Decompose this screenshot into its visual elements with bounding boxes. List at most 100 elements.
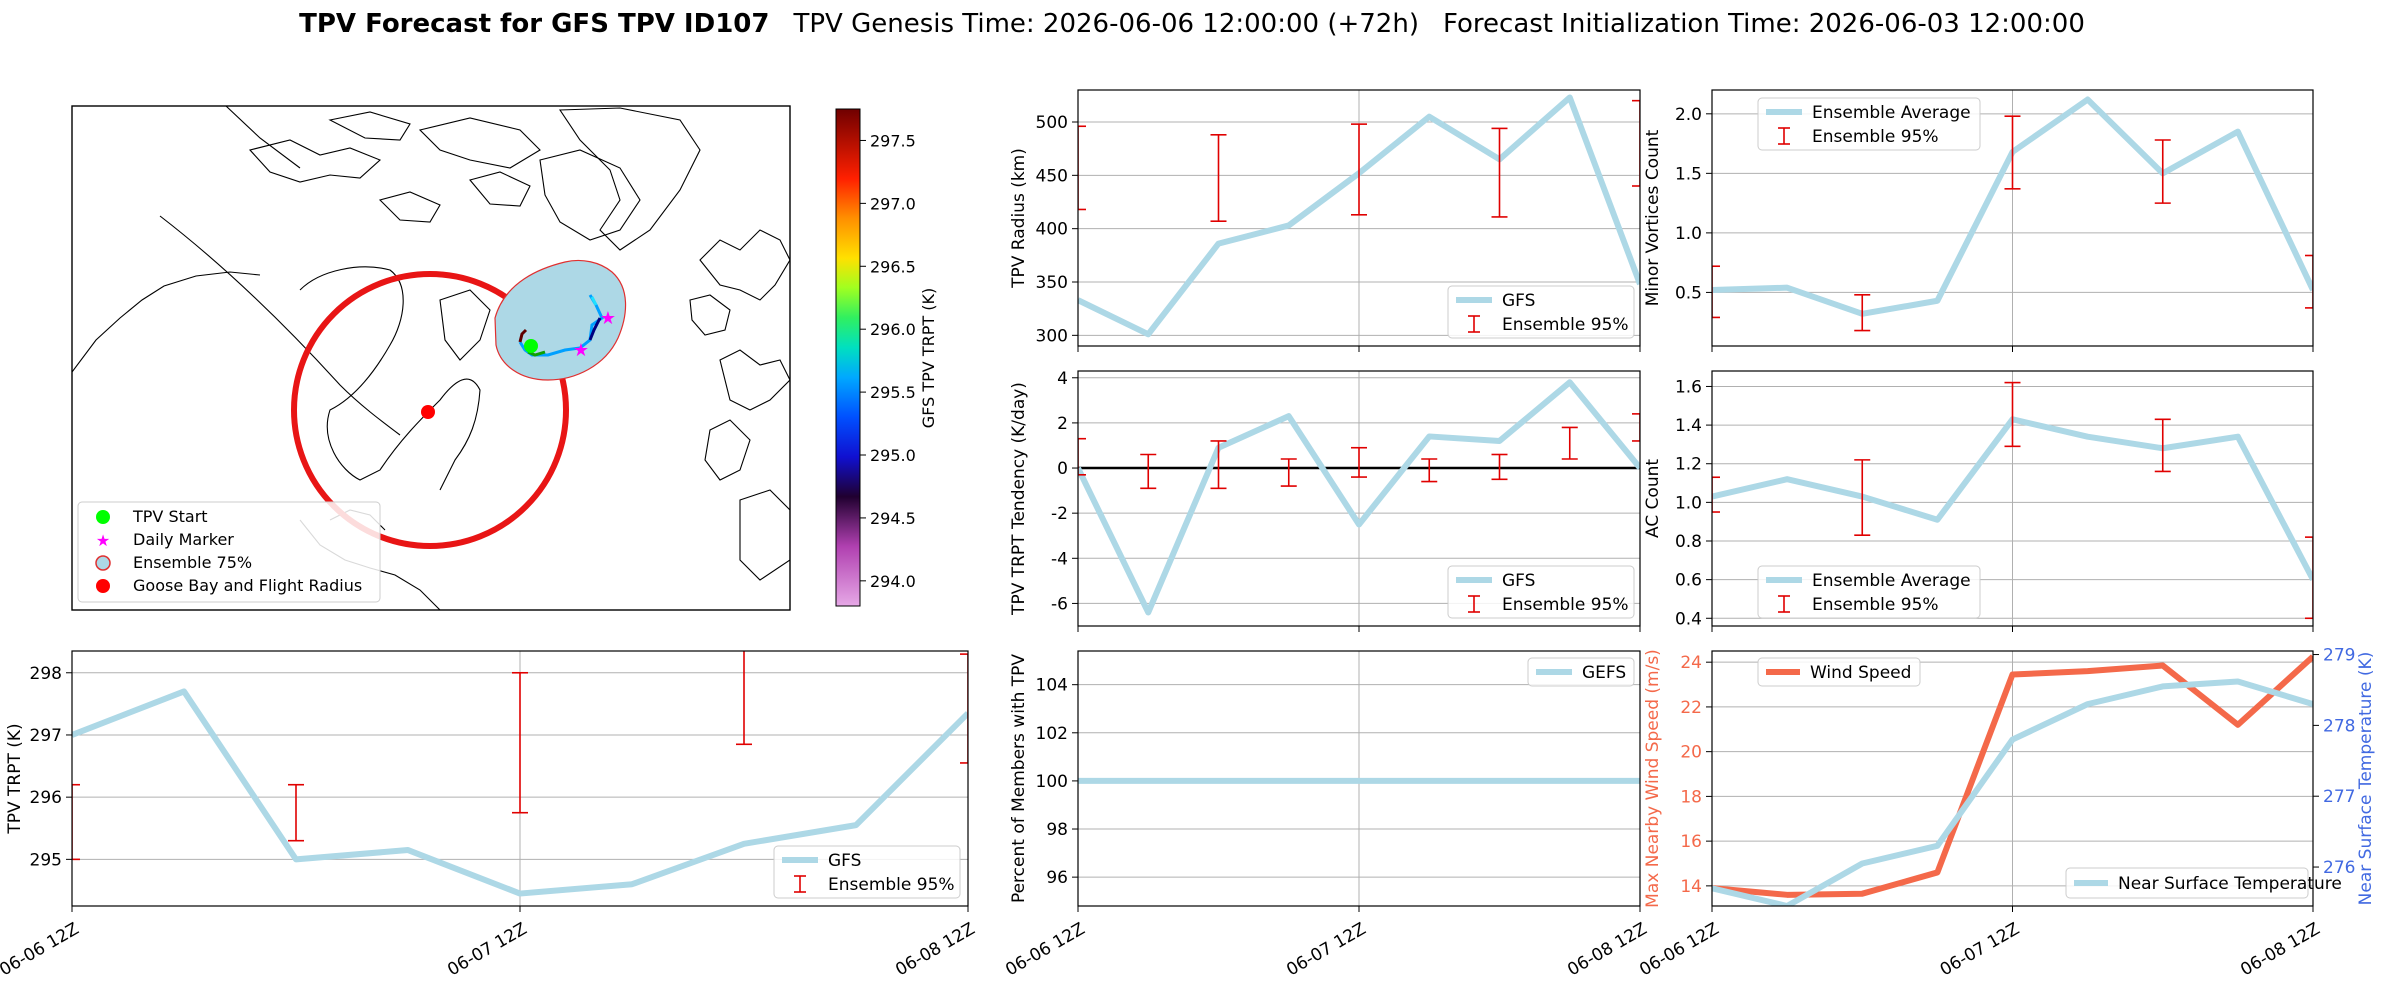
y-tick-label: 400 [1036,220,1068,240]
red-circle-icon [96,579,110,593]
y-tick-label: 300 [1036,326,1068,346]
x-tick-label: 06-08 12Z [892,919,978,980]
map-legend-box [77,501,381,603]
colorbar-tick-label: 295.0 [870,446,916,465]
y-tick-label: 98 [1046,820,1068,840]
colorbar-tick-label: 296.0 [870,320,916,339]
y-tick-label: 1.6 [1675,377,1702,397]
y-tick-label: 18 [1680,787,1702,807]
plot-marks [1078,94,1640,338]
border-line-north [225,106,301,169]
series-line-gfs [1078,379,1640,616]
map-legend-label: TPV Start [132,507,208,526]
legend-label: Ensemble 95% [1812,127,1939,147]
error-bar [1491,127,1508,218]
coastline-hudson [299,266,481,491]
colorbar-label: GFS TPV TRPT (K) [919,288,938,428]
plot-frame [1711,650,2314,907]
colorbar-tick-label: 295.5 [870,383,916,402]
error-bar [2305,536,2313,620]
chart-minor: 0.5 1.0 1.5 2.0 Minor Vortices Count Ensemble… [1643,89,2314,352]
chart-wind: 14 16 18 20 22 24 06-06 12Z 06-07 12Z 06-08 12Z M… [1636,646,2376,981]
error-bar [1210,134,1227,222]
y-tick-label: 20 [1680,743,1702,763]
series-line-near-surface-temperature [1712,678,2313,906]
error-bar [2154,418,2171,473]
plot-frame [1711,89,2314,347]
legend-label: Ensemble 95% [1502,595,1629,615]
coastline-greenland [558,107,701,251]
coastline-europe-1 [719,349,790,411]
tpv-start-marker [524,339,538,353]
legend-radius: GFS Ensemble 95% [1447,285,1635,339]
y-tick-label: -6 [1051,594,1068,614]
chart-trpt: 295 296 297 298 06-06 12Z 06-07 12Z 06-08 12Z T… [0,650,979,980]
green-circle-icon [96,510,110,524]
plot-marks [1712,654,2313,906]
legend-trpt: GFS Ensemble 95% [773,845,961,899]
legend-wind: Wind Speed [1757,657,1921,687]
x-tick-label: 06-06 12Z [1002,919,1088,980]
plot-marks [1712,96,2313,332]
y-tick-label: 2 [1057,414,1068,434]
y-tick-label: 1.2 [1675,455,1702,475]
coastline-island-5 [378,191,441,223]
coastline-island-2 [328,111,411,141]
daily-marker-2: ★ [600,308,616,329]
error-bar [960,653,968,764]
colorbar-ticks: 294.0 294.5 295.0 295.5 296.0 296.5 297.0 297.5 [860,131,916,591]
y-tick-label: 4 [1057,369,1068,389]
y-axis-label: Percent of Members with TPV [1009,654,1029,903]
y-tick-label: -2 [1051,504,1068,524]
daily-marker-1: ★ [573,340,589,361]
error-bar [2154,139,2171,204]
colorbar-tick-label: 294.0 [870,572,916,591]
legend-minor: Ensemble Average Ensemble 95% [1757,97,1981,151]
legend-label: Wind Speed [1810,663,1911,683]
y-tick-label: 450 [1036,166,1068,186]
y-tick-label: 297 [30,726,62,746]
track-line-green [527,350,546,357]
y-tick-label: 2.0 [1675,105,1702,125]
chart-tendency: -6 -4 -2 0 2 4 TPV TRPT Tendency (K/day) GFS Ens… [1009,369,1641,632]
plot-marks [72,651,968,897]
legend-box [1757,657,1921,687]
y-tick-label: 1.0 [1675,493,1702,513]
y-tick-label: 96 [1046,868,1068,888]
error-bar [2305,254,2313,309]
error-bar [736,651,752,746]
legend-box [773,845,961,899]
flight-radius-circle [291,271,569,549]
x-tick-label: 06-07 12Z [1283,919,1369,980]
y-tick-label: 0.4 [1675,609,1702,629]
error-bar [1854,293,1871,332]
chart-ac: 0.4 0.6 0.8 1.0 1.2 1.4 1.6 AC Count Ensemble Av… [1643,370,2314,632]
error-bar [2004,381,2021,448]
error-bar [1351,446,1367,478]
title-bold: TPV Forecast for GFS TPV ID107 [299,9,769,39]
title-init: Forecast Initialization Time: 2026-06-03… [1443,9,2085,39]
map-legend-label: Daily Marker [133,530,234,549]
error-bar [1712,265,1720,319]
colorbar-tick-label: 297.5 [870,131,916,150]
coastline-scandinavia [699,229,790,301]
colorbar-tick-label: 296.5 [870,257,916,276]
track-line-start [518,328,528,343]
legend-label: Ensemble Average [1812,103,1971,123]
y-tick-label: 1.0 [1675,224,1702,244]
series-line-gfs [72,688,968,897]
error-bar [1280,458,1297,487]
y-right-tick-label: 277 [2323,787,2355,807]
y-tick-label: 16 [1680,832,1702,852]
plot-frame [1077,370,1641,627]
legend-box [1757,565,1981,619]
y-tick-label: 24 [1680,653,1702,673]
legend-percent: GEFS [1527,657,1635,687]
legend-label: GFS [1502,571,1535,591]
goose-bay-marker [421,405,435,419]
x-tick-label: 06-07 12Z [444,919,530,980]
x-tick-label: 06-07 12Z [1937,919,2023,980]
y-right-tick-label: 276 [2323,858,2355,878]
y-tick-label: 0 [1057,459,1068,479]
